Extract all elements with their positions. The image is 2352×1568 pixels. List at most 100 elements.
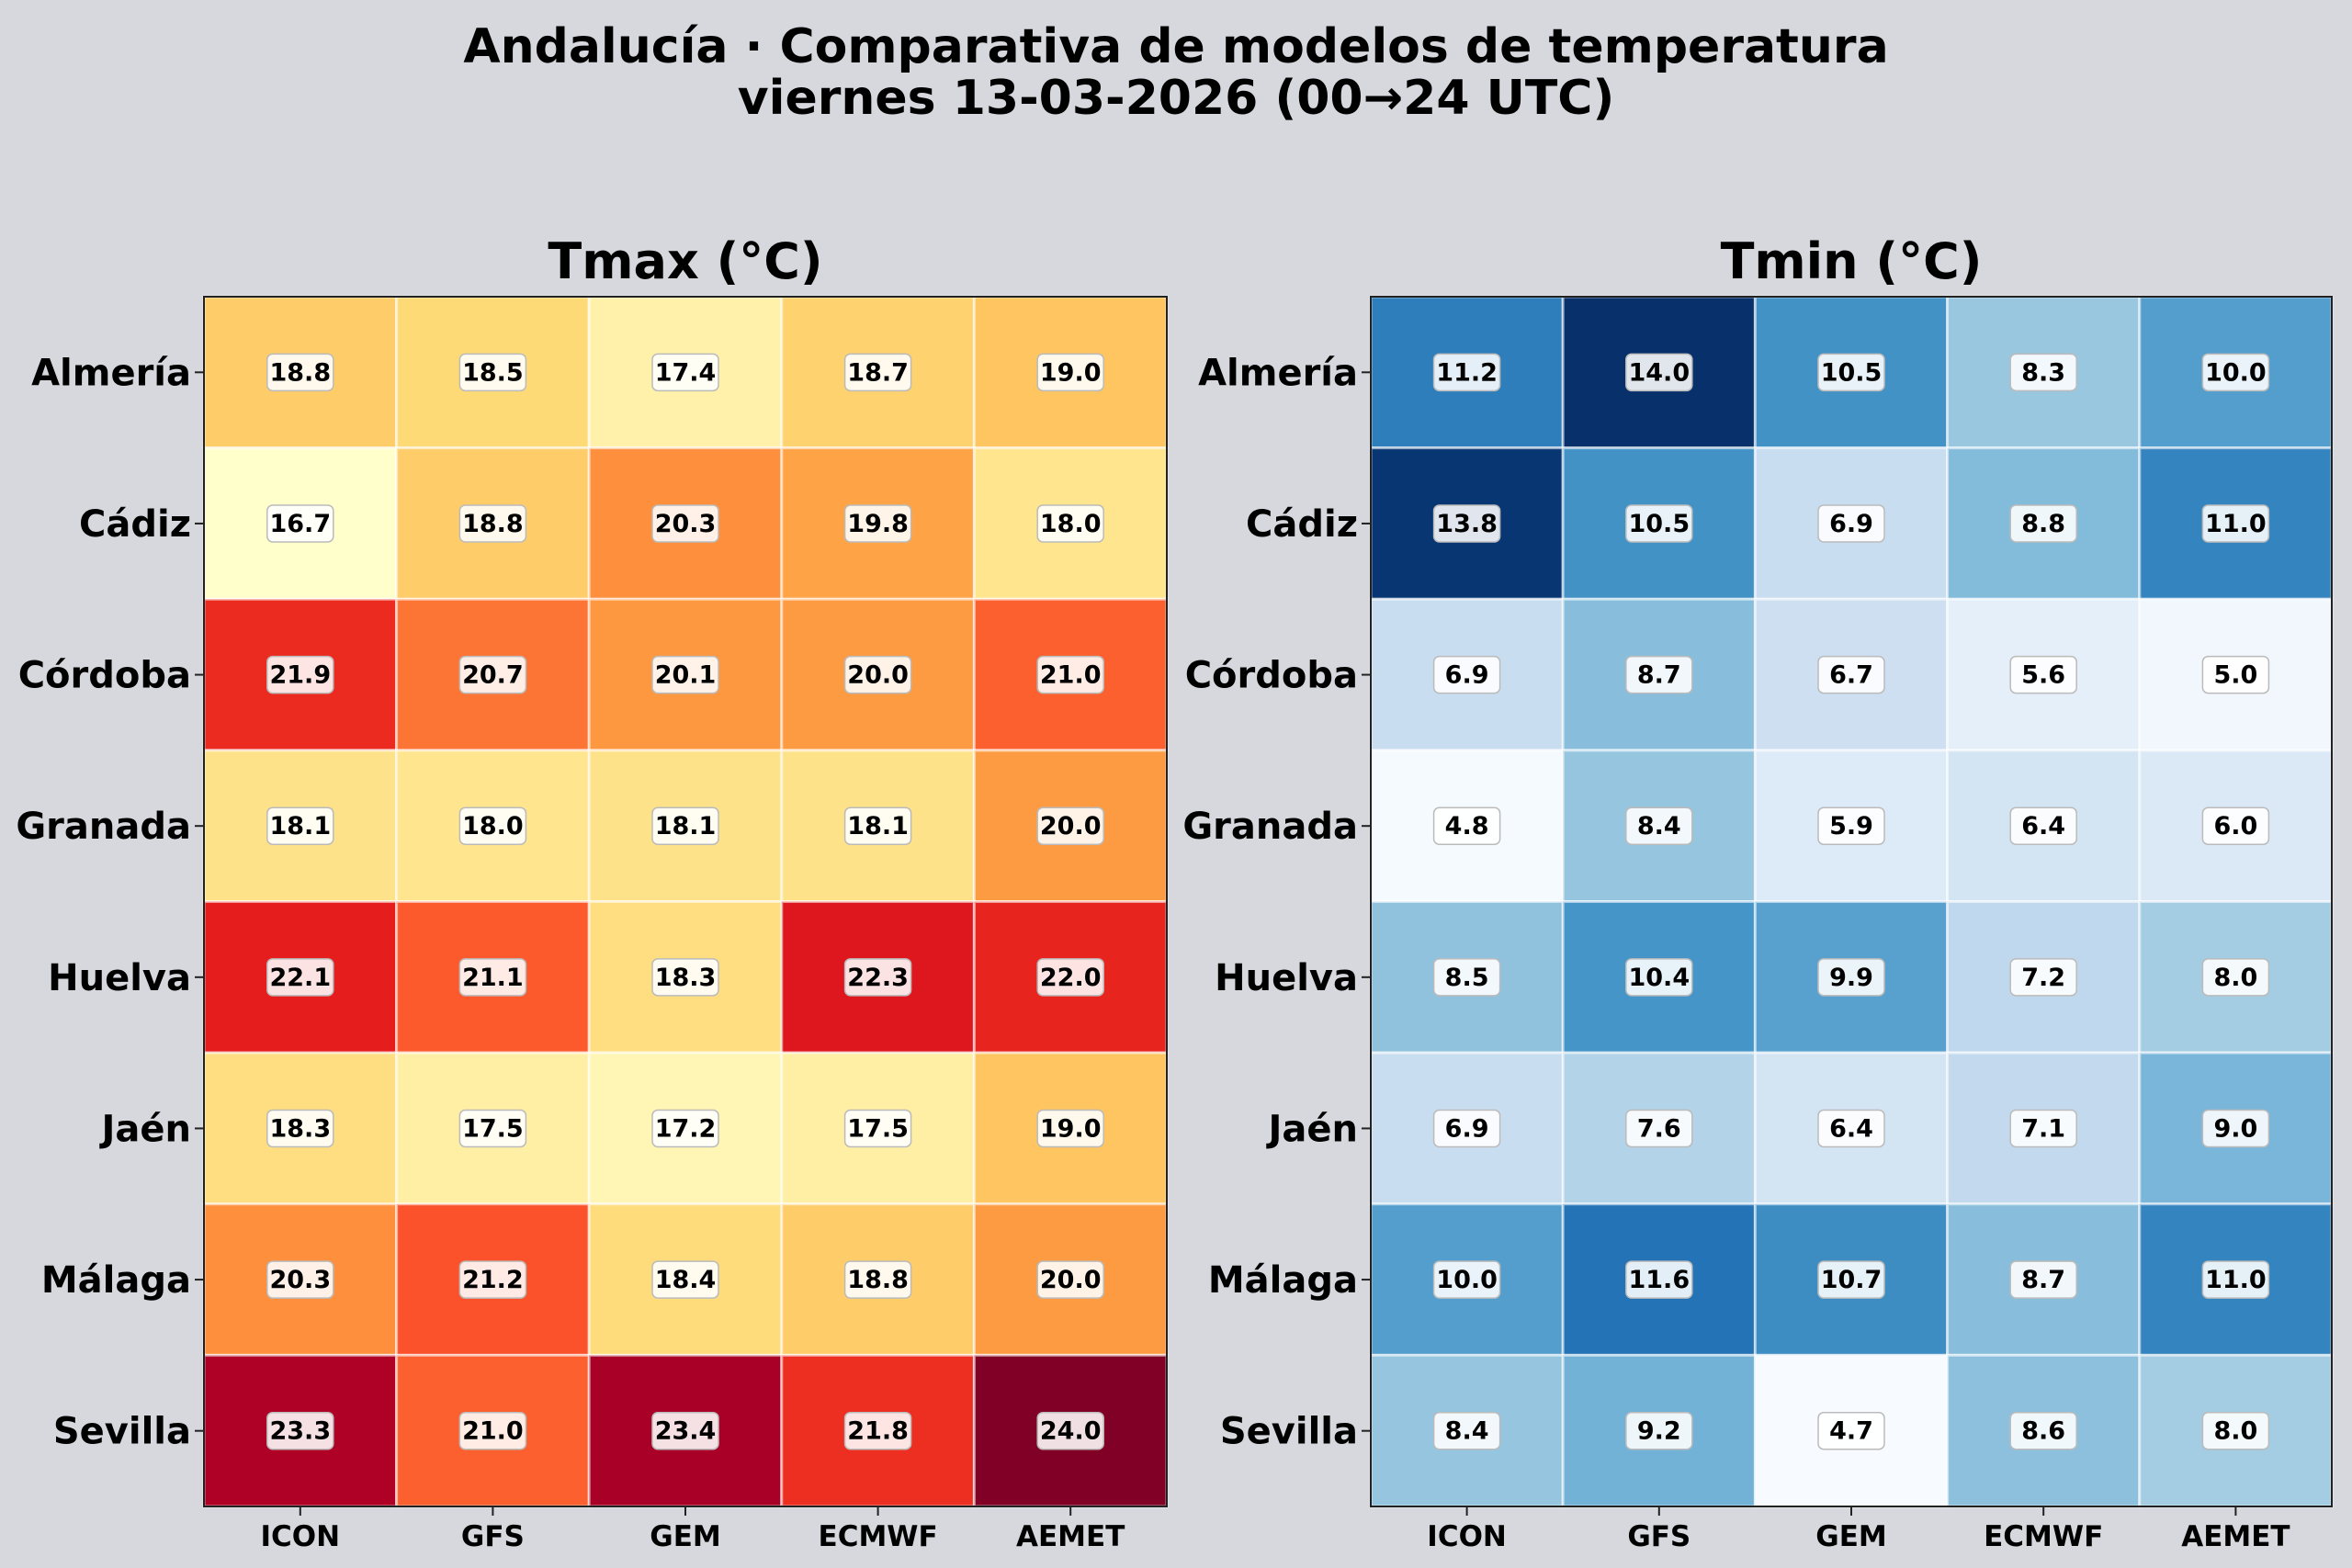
value-label: 9.2 [1637,1417,1681,1446]
value-label: 21.2 [462,1266,524,1294]
value-label: 21.1 [462,964,524,992]
value-label-box [266,1109,334,1148]
value-label: 17.4 [655,358,717,387]
value-label: 7.6 [1637,1114,1681,1143]
value-label: 11.0 [2205,1266,2267,1294]
value-label: 22.3 [847,964,909,992]
value-label: 23.4 [655,1417,717,1446]
x-tick-label: GFS [461,1520,525,1553]
value-label-box [843,353,912,392]
value-label-box [651,807,719,845]
value-label: 10.5 [1628,510,1690,538]
value-label-box [1432,1260,1501,1299]
value-label-box [1432,807,1501,845]
value-label: 17.2 [655,1114,717,1143]
value-label-box [1625,353,1693,392]
y-tick-label: Granada [1182,806,1358,848]
value-label-box [266,1260,334,1299]
value-label: 20.0 [847,661,909,690]
value-label-box [2009,1411,2077,1450]
value-label: 5.0 [2213,661,2257,690]
value-label: 6.4 [1829,1114,1873,1143]
value-label: 8.7 [1637,661,1681,690]
value-label-box [651,958,719,997]
value-label-box [1432,504,1501,543]
value-label: 18.4 [655,1266,717,1294]
tmin-heatmap: Tmin (°C) 11.2 14.0 10.5 8.3 10.0 13.8 10.5 6.9 8… [1182,232,2334,1553]
value-label-box [1036,504,1104,543]
value-label: 22.0 [1040,964,1102,992]
value-label-box [266,353,334,392]
value-label-box [2009,353,2077,392]
value-label-box [1625,1411,1693,1450]
value-label: 23.3 [269,1417,331,1446]
value-label-box [266,958,334,997]
value-label-box [1625,1109,1693,1148]
value-label: 13.8 [1436,510,1498,538]
y-tick-label: Almería [31,352,191,394]
value-label: 8.6 [2021,1417,2065,1446]
value-label-box [843,504,912,543]
value-label-box [1625,807,1693,845]
value-label: 10.5 [1821,358,1883,387]
x-tick-label: ECMWF [1984,1520,2103,1553]
value-label-box [2009,655,2077,694]
value-label: 11.2 [1436,358,1498,387]
value-label: 18.8 [462,510,524,538]
value-label: 18.3 [655,964,717,992]
value-label: 7.1 [2021,1114,2065,1143]
y-tick-label: Málaga [1208,1259,1358,1302]
value-label-box [1625,655,1693,694]
value-label: 16.7 [269,510,331,538]
value-label: 22.1 [269,964,331,992]
value-label: 18.8 [269,358,331,387]
value-label-box [651,504,719,543]
value-label-box [2201,1260,2270,1299]
value-label-box [2201,1411,2270,1450]
value-label: 18.8 [847,1266,909,1294]
value-label-box [651,1260,719,1299]
value-label-box [1036,1109,1104,1148]
value-label: 14.0 [1628,358,1690,387]
value-label-box [1817,807,1885,845]
heatmap-cell [2138,1353,2334,1508]
y-tick-label: Huelva [1215,957,1358,999]
value-label-box [1432,1109,1501,1148]
value-label: 20.1 [655,661,717,690]
value-label: 20.0 [1040,812,1102,840]
value-label-box [458,1260,527,1299]
value-label: 6.9 [1829,510,1873,538]
value-label-box [2009,807,2077,845]
value-label: 18.3 [269,1114,331,1143]
value-label: 18.0 [462,812,524,840]
value-label: 21.9 [269,661,331,690]
tmax-heatmap: Tmax (°C) 18.8 18.5 17.4 18.7 19.0 16.7 18.8 20.… [16,232,1169,1553]
value-label: 6.0 [2213,812,2257,840]
value-label: 8.4 [1637,812,1681,840]
value-label: 21.8 [847,1417,909,1446]
tmax-panel-title: Tmax (°C) [548,232,822,290]
value-label-box [2201,353,2270,392]
value-label-box [843,1109,912,1148]
value-label-box [1036,1260,1104,1299]
value-label: 6.4 [2021,812,2065,840]
value-label: 4.8 [1445,812,1489,840]
value-label-box [651,1411,719,1450]
value-label-box [458,807,527,845]
value-label: 18.5 [462,358,524,387]
value-label: 20.7 [462,661,524,690]
value-label: 18.1 [655,812,717,840]
value-label: 20.0 [1040,1266,1102,1294]
value-label: 10.0 [2205,358,2267,387]
value-label-box [1432,1411,1501,1450]
value-label-box [266,655,334,694]
value-label-box [1036,655,1104,694]
value-label-box [1817,655,1885,694]
value-label: 11.6 [1628,1266,1690,1294]
value-label-box [2201,655,2270,694]
value-label: 10.0 [1436,1266,1498,1294]
value-label: 8.0 [2213,964,2257,992]
value-label-box [1036,1411,1104,1450]
value-label-box [1432,353,1501,392]
